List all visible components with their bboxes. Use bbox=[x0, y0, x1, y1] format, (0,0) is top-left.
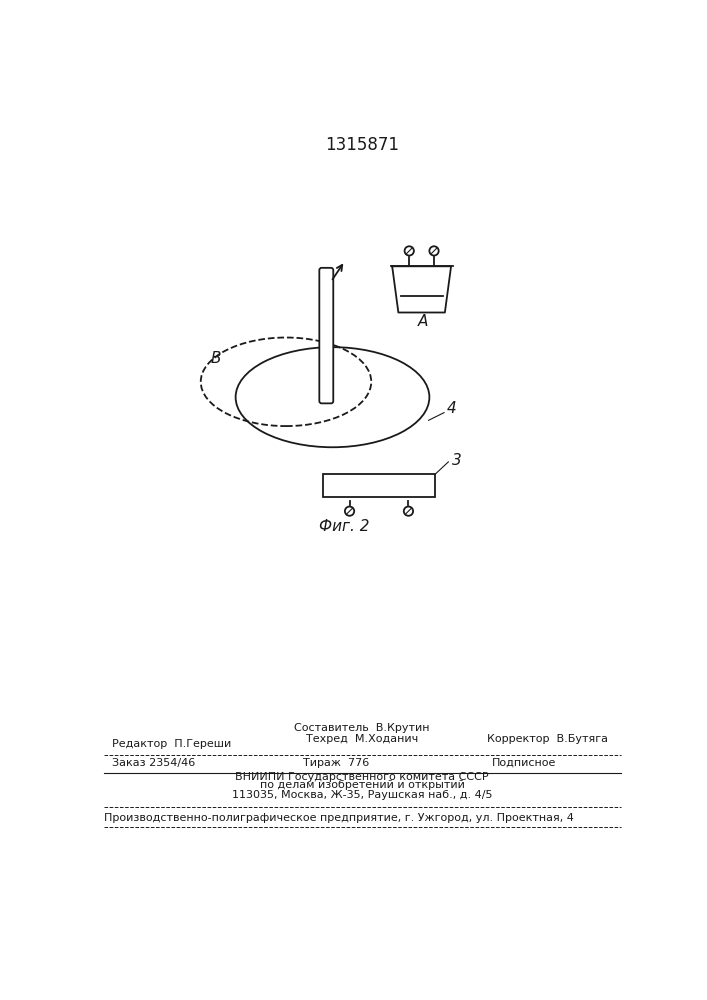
Text: Тираж  776: Тираж 776 bbox=[303, 758, 370, 768]
Text: Подписное: Подписное bbox=[491, 758, 556, 768]
Text: Корректор  В.Бутяга: Корректор В.Бутяга bbox=[486, 734, 607, 744]
Text: B: B bbox=[211, 351, 221, 366]
Text: ВНИИПИ Государственного комитета СССР: ВНИИПИ Государственного комитета СССР bbox=[235, 772, 489, 782]
Text: Техред  М.Ходанич: Техред М.Ходанич bbox=[306, 734, 418, 744]
Text: по делам изобретений и открытий: по делам изобретений и открытий bbox=[259, 780, 464, 790]
Text: 1315871: 1315871 bbox=[325, 136, 399, 154]
Text: 113035, Москва, Ж-35, Раушская наб., д. 4/5: 113035, Москва, Ж-35, Раушская наб., д. … bbox=[232, 790, 492, 800]
Text: 3: 3 bbox=[452, 453, 462, 468]
Text: Составитель  В.Крутин: Составитель В.Крутин bbox=[294, 723, 430, 733]
FancyBboxPatch shape bbox=[320, 268, 333, 403]
Bar bbox=[323, 474, 436, 497]
Text: A: A bbox=[418, 314, 428, 329]
Text: Заказ 2354/46: Заказ 2354/46 bbox=[112, 758, 195, 768]
Text: Фиг. 2: Фиг. 2 bbox=[319, 519, 369, 534]
Text: Редактор  П.Гереши: Редактор П.Гереши bbox=[112, 739, 231, 749]
Text: Производственно-полиграфическое предприятие, г. Ужгород, ул. Проектная, 4: Производственно-полиграфическое предприя… bbox=[104, 813, 574, 823]
Text: 4: 4 bbox=[446, 401, 456, 416]
